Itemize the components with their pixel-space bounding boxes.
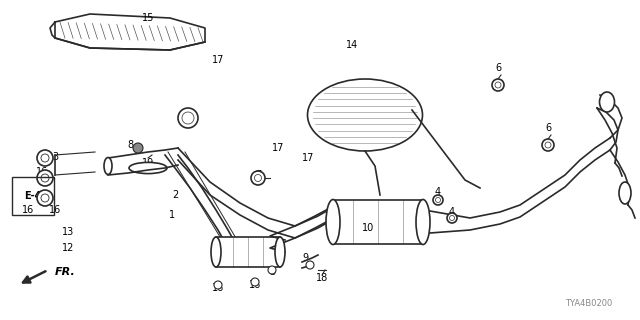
Circle shape <box>37 150 53 166</box>
Circle shape <box>251 278 259 286</box>
Text: TYA4B0200: TYA4B0200 <box>564 299 612 308</box>
Circle shape <box>447 213 457 223</box>
Circle shape <box>492 79 504 91</box>
Text: 15: 15 <box>142 13 154 23</box>
Text: 5: 5 <box>269 267 275 277</box>
Text: 17: 17 <box>272 143 284 153</box>
Text: 14: 14 <box>346 40 358 50</box>
Circle shape <box>433 195 443 205</box>
Text: 7: 7 <box>255 170 261 180</box>
Polygon shape <box>333 200 423 244</box>
Text: 9: 9 <box>302 253 308 263</box>
Text: 13: 13 <box>62 227 74 237</box>
Text: 18: 18 <box>316 273 328 283</box>
Text: 17: 17 <box>302 153 314 163</box>
Circle shape <box>37 170 53 186</box>
Ellipse shape <box>211 237 221 267</box>
Ellipse shape <box>619 182 631 204</box>
Text: 16: 16 <box>36 167 48 177</box>
Circle shape <box>178 108 198 128</box>
Circle shape <box>251 171 265 185</box>
Circle shape <box>542 139 554 151</box>
Text: 16: 16 <box>212 283 224 293</box>
Circle shape <box>268 266 276 274</box>
Ellipse shape <box>326 199 340 244</box>
Ellipse shape <box>104 157 112 174</box>
Circle shape <box>37 190 53 206</box>
Polygon shape <box>55 14 205 50</box>
Text: 6: 6 <box>545 123 551 133</box>
Text: 16: 16 <box>249 280 261 290</box>
Text: 19: 19 <box>142 158 154 168</box>
Circle shape <box>214 281 222 289</box>
Polygon shape <box>216 237 280 267</box>
Ellipse shape <box>129 163 167 173</box>
Text: 16: 16 <box>22 205 34 215</box>
Circle shape <box>306 261 314 269</box>
Text: 1: 1 <box>169 210 175 220</box>
Ellipse shape <box>307 79 422 151</box>
Text: 4: 4 <box>449 207 455 217</box>
Text: 16: 16 <box>49 205 61 215</box>
Ellipse shape <box>275 237 285 267</box>
Text: 6: 6 <box>495 63 501 73</box>
Text: 8: 8 <box>127 140 133 150</box>
Circle shape <box>133 143 143 153</box>
Text: 17: 17 <box>212 55 224 65</box>
Text: FR.: FR. <box>55 267 76 277</box>
Text: 10: 10 <box>362 223 374 233</box>
Text: 3: 3 <box>39 190 45 200</box>
Text: E-4: E-4 <box>24 191 42 201</box>
Ellipse shape <box>600 92 614 112</box>
Text: 4: 4 <box>435 187 441 197</box>
Text: 2: 2 <box>172 190 178 200</box>
Text: 12: 12 <box>62 243 74 253</box>
Ellipse shape <box>416 199 430 244</box>
Text: 11: 11 <box>186 113 198 123</box>
Text: 3: 3 <box>52 152 58 162</box>
